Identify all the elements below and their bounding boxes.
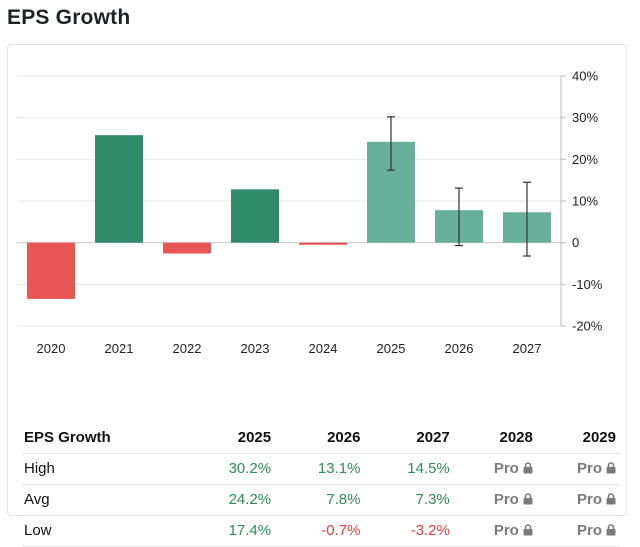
row-label: High (22, 453, 186, 485)
value-cell: 7.8% (275, 484, 365, 516)
column-header: 2026 (275, 422, 365, 454)
pro-label: Pro (493, 522, 519, 539)
lock-icon (606, 523, 616, 536)
y-tick-label: 0 (572, 235, 579, 250)
column-header: 2029 (536, 422, 620, 454)
column-header: 2025 (185, 422, 276, 454)
column-header: 2028 (453, 422, 537, 454)
eps-growth-card: 40% 30% 20% 10% 0 -10% -20% 2020 2021 2022 2023 202… (7, 44, 627, 547)
bar-2020 (27, 242, 75, 299)
bar-2024 (299, 242, 347, 245)
x-tick-label: 2020 (37, 341, 66, 356)
pro-label: Pro (493, 460, 519, 477)
x-tick-label: 2021 (105, 341, 134, 356)
table-header-label: EPS Growth (22, 422, 186, 454)
bar-2023 (231, 189, 279, 243)
x-tick-label: 2026 (445, 341, 474, 356)
pro-locked-cell[interactable]: Pro (453, 515, 537, 547)
pro-label: Pro (576, 460, 602, 477)
column-header: 2027 (364, 422, 454, 454)
y-tick-label: -20% (572, 319, 603, 334)
page-title: EPS Growth (7, 6, 131, 29)
pro-label: Pro (493, 491, 519, 508)
value-cell: 30.2% (185, 453, 276, 485)
pro-label: Pro (576, 522, 602, 539)
eps-growth-chart: 40% 30% 20% 10% 0 -10% -20% 2020 2021 2022 2023 202… (17, 69, 603, 356)
x-tick-label: 2023 (241, 341, 270, 356)
y-tick-label: 40% (572, 69, 598, 84)
value-cell: 7.3% (364, 484, 454, 516)
value-cell: 24.2% (185, 484, 276, 516)
pro-locked-cell[interactable]: Pro (536, 484, 620, 516)
x-tick-label: 2024 (309, 341, 338, 356)
pro-locked-cell[interactable]: Pro (453, 453, 537, 485)
lock-icon (523, 523, 533, 536)
x-tick-label: 2022 (173, 341, 202, 356)
lock-icon (606, 492, 616, 505)
lock-icon (606, 461, 616, 474)
lock-icon (523, 492, 533, 505)
pro-locked-cell[interactable]: Pro (536, 453, 620, 485)
table-row: Low 17.4% -0.7% -3.2% Pro Pro (22, 515, 620, 547)
value-cell: -3.2% (364, 515, 454, 547)
value-cell: 13.1% (275, 453, 365, 485)
value-cell: 17.4% (185, 515, 276, 547)
pro-label: Pro (576, 491, 602, 508)
value-cell: 14.5% (364, 453, 454, 485)
x-tick-label: 2027 (513, 341, 542, 356)
value-cell: -0.7% (275, 515, 365, 547)
pro-locked-cell[interactable]: Pro (453, 484, 537, 516)
x-tick-label: 2025 (377, 341, 406, 356)
row-label: Low (22, 515, 186, 547)
row-label: Avg (22, 484, 186, 516)
y-tick-label: 30% (572, 110, 598, 125)
table-row: High 30.2% 13.1% 14.5% Pro Pro (22, 453, 620, 485)
y-tick-label: -10% (572, 277, 603, 292)
lock-icon (523, 461, 533, 474)
y-tick-label: 20% (572, 152, 598, 167)
table-row: Avg 24.2% 7.8% 7.3% Pro Pro (22, 484, 620, 516)
table-header-row: EPS Growth 2025 2026 2027 2028 2029 (22, 422, 620, 454)
bar-2021 (95, 135, 143, 243)
bar-2022 (163, 242, 211, 254)
pro-locked-cell[interactable]: Pro (536, 515, 620, 547)
y-tick-label: 10% (572, 194, 598, 209)
